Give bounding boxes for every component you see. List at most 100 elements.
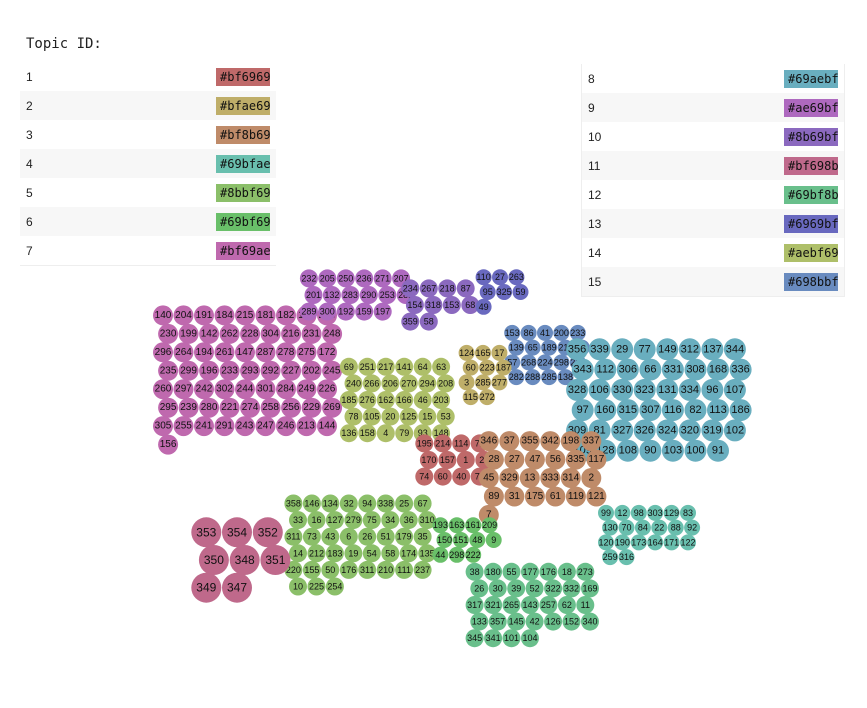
- topic-bubble[interactable]: [322, 286, 341, 304]
- topic-bubble[interactable]: [299, 302, 318, 321]
- topic-bubble[interactable]: [317, 416, 337, 437]
- topic-bubble[interactable]: [576, 562, 595, 581]
- topic-bubble[interactable]: [499, 468, 520, 488]
- topic-bubble[interactable]: [339, 424, 358, 443]
- topic-bubble[interactable]: [395, 494, 414, 513]
- topic-bubble[interactable]: [633, 338, 656, 361]
- topic-bubble[interactable]: [602, 519, 619, 536]
- topic-bubble[interactable]: [520, 324, 537, 341]
- topic-bubble[interactable]: [222, 517, 252, 548]
- topic-bubble[interactable]: [507, 612, 526, 631]
- topic-bubble[interactable]: [479, 389, 496, 406]
- topic-bubble[interactable]: [301, 397, 322, 418]
- topic-bubble[interactable]: [381, 407, 400, 426]
- topic-bubble[interactable]: [358, 560, 377, 579]
- topic-bubble[interactable]: [296, 379, 317, 400]
- topic-bubble[interactable]: [448, 517, 465, 534]
- topic-bubble[interactable]: [485, 532, 502, 548]
- topic-bubble[interactable]: [276, 305, 296, 326]
- topic-bubble[interactable]: [296, 342, 317, 363]
- topic-bubble[interactable]: [194, 379, 214, 400]
- topic-bubble[interactable]: [611, 378, 634, 401]
- topic-bubble[interactable]: [399, 374, 418, 393]
- topic-bubble[interactable]: [586, 486, 607, 507]
- topic-bubble[interactable]: [479, 359, 496, 376]
- topic-bubble[interactable]: [707, 439, 729, 462]
- topic-bubble[interactable]: [373, 269, 392, 288]
- topic-bubble[interactable]: [413, 357, 432, 376]
- topic-bubble[interactable]: [479, 284, 496, 300]
- topic-bubble[interactable]: [521, 596, 539, 614]
- topic-bubble[interactable]: [281, 397, 302, 418]
- topic-bubble[interactable]: [553, 324, 570, 341]
- topic-bubble[interactable]: [235, 342, 255, 363]
- topic-bubble[interactable]: [304, 286, 323, 304]
- topic-bubble[interactable]: [281, 360, 302, 381]
- topic-bubble[interactable]: [173, 379, 194, 400]
- topic-bubble[interactable]: [415, 434, 434, 453]
- topic-bubble[interactable]: [557, 369, 574, 386]
- topic-bubble[interactable]: [255, 416, 276, 437]
- topic-bubble[interactable]: [458, 374, 475, 391]
- topic-bubble[interactable]: [344, 511, 363, 530]
- topic-bubble[interactable]: [381, 511, 400, 530]
- topic-bubble[interactable]: [478, 468, 499, 488]
- topic-bubble[interactable]: [289, 511, 307, 530]
- topic-bubble[interactable]: [576, 596, 595, 614]
- topic-bubble[interactable]: [456, 451, 475, 469]
- topic-bubble[interactable]: [260, 323, 281, 344]
- topic-bubble[interactable]: [707, 399, 729, 422]
- topic-bubble[interactable]: [418, 374, 437, 393]
- topic-bubble[interactable]: [566, 338, 589, 361]
- topic-bubble[interactable]: [502, 629, 521, 648]
- topic-bubble[interactable]: [481, 517, 498, 534]
- topic-bubble[interactable]: [462, 389, 479, 406]
- topic-bubble[interactable]: [483, 449, 504, 470]
- topic-bubble[interactable]: [524, 486, 545, 507]
- topic-bubble[interactable]: [214, 342, 235, 363]
- topic-bubble[interactable]: [289, 577, 307, 596]
- topic-bubble[interactable]: [484, 629, 503, 648]
- topic-bubble[interactable]: [684, 519, 701, 536]
- topic-bubble[interactable]: [663, 504, 680, 521]
- topic-bubble[interactable]: [219, 397, 240, 418]
- topic-bubble[interactable]: [296, 416, 317, 437]
- topic-bubble[interactable]: [684, 358, 707, 381]
- topic-bubble[interactable]: [630, 534, 647, 551]
- topic-bubble[interactable]: [545, 449, 566, 470]
- topic-bubble[interactable]: [521, 562, 539, 581]
- topic-bubble[interactable]: [358, 391, 377, 409]
- topic-bubble[interactable]: [438, 451, 457, 469]
- topic-bubble[interactable]: [419, 451, 438, 469]
- topic-bubble[interactable]: [488, 612, 507, 631]
- topic-bubble[interactable]: [173, 342, 194, 363]
- topic-bubble[interactable]: [325, 544, 344, 563]
- topic-bubble[interactable]: [502, 562, 521, 581]
- topic-bubble[interactable]: [240, 323, 261, 344]
- topic-bubble[interactable]: [504, 449, 525, 470]
- topic-bubble[interactable]: [565, 486, 586, 507]
- topic-bubble[interactable]: [678, 338, 701, 361]
- topic-bubble[interactable]: [235, 379, 255, 400]
- topic-bubble[interactable]: [255, 305, 276, 326]
- topic-bubble[interactable]: [376, 560, 395, 579]
- topic-bubble[interactable]: [618, 519, 635, 536]
- topic-bubble[interactable]: [442, 296, 461, 314]
- topic-bubble[interactable]: [432, 517, 449, 534]
- topic-bubble[interactable]: [569, 324, 586, 341]
- topic-bubble[interactable]: [399, 407, 418, 426]
- topic-bubble[interactable]: [399, 544, 418, 563]
- topic-bubble[interactable]: [502, 596, 521, 614]
- topic-bubble[interactable]: [478, 431, 499, 452]
- topic-bubble[interactable]: [376, 527, 395, 546]
- topic-bubble[interactable]: [401, 279, 420, 298]
- topic-bubble[interactable]: [214, 305, 235, 326]
- topic-bubble[interactable]: [222, 572, 252, 603]
- topic-bubble[interactable]: [336, 302, 355, 321]
- topic-bubble[interactable]: [581, 612, 599, 631]
- topic-bubble[interactable]: [362, 374, 381, 393]
- topic-bubble[interactable]: [362, 407, 381, 426]
- topic-bubble[interactable]: [492, 269, 508, 286]
- topic-bubble[interactable]: [178, 397, 199, 418]
- topic-bubble[interactable]: [452, 434, 471, 453]
